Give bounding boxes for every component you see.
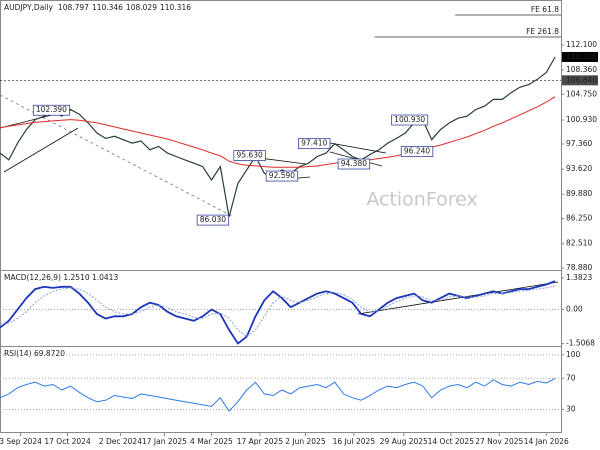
panel-title: RSI(14) 69.8720 bbox=[4, 349, 65, 358]
y-tick-label: 86.250 bbox=[566, 214, 592, 223]
annotation-label: 97.410 bbox=[301, 139, 327, 148]
annotation-box bbox=[400, 146, 434, 157]
x-tick-label: 2 Jun 2025 bbox=[285, 437, 326, 446]
x-tick-label: 14 Jan 2026 bbox=[524, 437, 569, 446]
y-tick-label: -1.5068 bbox=[566, 339, 595, 348]
y-tick-label: 78.880 bbox=[566, 263, 592, 272]
x-tick-label: 3 Sep 2024 bbox=[0, 437, 42, 446]
x-tick-label: 27 Nov 2025 bbox=[475, 437, 523, 446]
annotation-label: 100.930 bbox=[394, 115, 425, 124]
series-line bbox=[0, 285, 556, 338]
close: 110.316 bbox=[160, 3, 191, 12]
plot-border bbox=[0, 0, 562, 433]
y-tick-label: 100 bbox=[566, 350, 581, 359]
x-tick-label: 2 Dec 2024 bbox=[99, 437, 142, 446]
high: 110.346 bbox=[92, 3, 123, 12]
y-tick-label: 1.3823 bbox=[566, 273, 592, 282]
low: 108.029 bbox=[126, 3, 157, 12]
x-tick-label: 4 Mar 2025 bbox=[190, 437, 233, 446]
annotation-label: 96.240 bbox=[404, 147, 430, 156]
x-tick-label: 16 Jul 2025 bbox=[333, 437, 376, 446]
annotation-box bbox=[298, 138, 331, 150]
frame bbox=[0, 0, 562, 433]
price-box bbox=[562, 51, 598, 62]
annotation-box bbox=[337, 158, 371, 170]
y-tick-label: 112.100 bbox=[566, 40, 597, 49]
series-line bbox=[0, 280, 556, 345]
annotation-label: 94.380 bbox=[341, 159, 367, 168]
x-tick-label: 17 Apr 2025 bbox=[237, 437, 284, 446]
series-line bbox=[0, 96, 556, 168]
panel-title: MACD(12,26,9) 1.2510 1.0413 bbox=[4, 273, 118, 282]
y-tick-label: 89.880 bbox=[566, 189, 592, 198]
annotation-box bbox=[32, 104, 70, 116]
y-tick-label: 93.620 bbox=[566, 164, 592, 173]
x-tick-label: 17 Oct 2024 bbox=[44, 437, 91, 446]
watermark: ActionForex bbox=[366, 189, 477, 211]
annotation-box bbox=[233, 150, 266, 161]
y-tick-label: 97.360 bbox=[566, 139, 592, 148]
price-box-label: 110.316 bbox=[566, 52, 597, 61]
chart-title: AUDJPY,Daily 108.797 110.346 108.029 110.316 bbox=[4, 3, 191, 12]
annotation-label: 92.590 bbox=[269, 171, 295, 180]
fe-label: FE 261.8 bbox=[526, 27, 559, 36]
y-tick-label: 104.750 bbox=[566, 89, 597, 98]
series-line bbox=[0, 377, 556, 412]
y-tick-label: 0.00 bbox=[566, 304, 583, 313]
y-tick-label: 108.360 bbox=[566, 65, 597, 74]
annotation-box bbox=[196, 214, 230, 226]
annotation-box bbox=[391, 114, 429, 126]
y-tick-label: 70 bbox=[566, 373, 576, 382]
price-box bbox=[562, 75, 598, 86]
y-tick-label: 30 bbox=[566, 405, 576, 414]
trendline bbox=[3, 127, 79, 173]
price-box-label: 106.840 bbox=[566, 75, 597, 84]
x-tick-label: 14 Oct 2025 bbox=[428, 437, 475, 446]
annotation-label: 102.390 bbox=[36, 105, 67, 114]
trendline bbox=[357, 281, 559, 315]
y-tick-label: 100.930 bbox=[566, 115, 597, 124]
annotation-box bbox=[265, 170, 299, 182]
x-tick-label: 29 Aug 2025 bbox=[380, 437, 428, 446]
annotation-label: 86.030 bbox=[200, 215, 226, 224]
annotation-label: 95.630 bbox=[237, 151, 263, 160]
symbol: AUDJPY,Daily bbox=[4, 3, 53, 12]
x-tick-label: 17 Jan 2025 bbox=[142, 437, 187, 446]
open: 108.797 bbox=[58, 3, 89, 12]
y-tick-label: 82.510 bbox=[566, 239, 592, 248]
fe-label: FE 61.8 bbox=[531, 5, 559, 14]
